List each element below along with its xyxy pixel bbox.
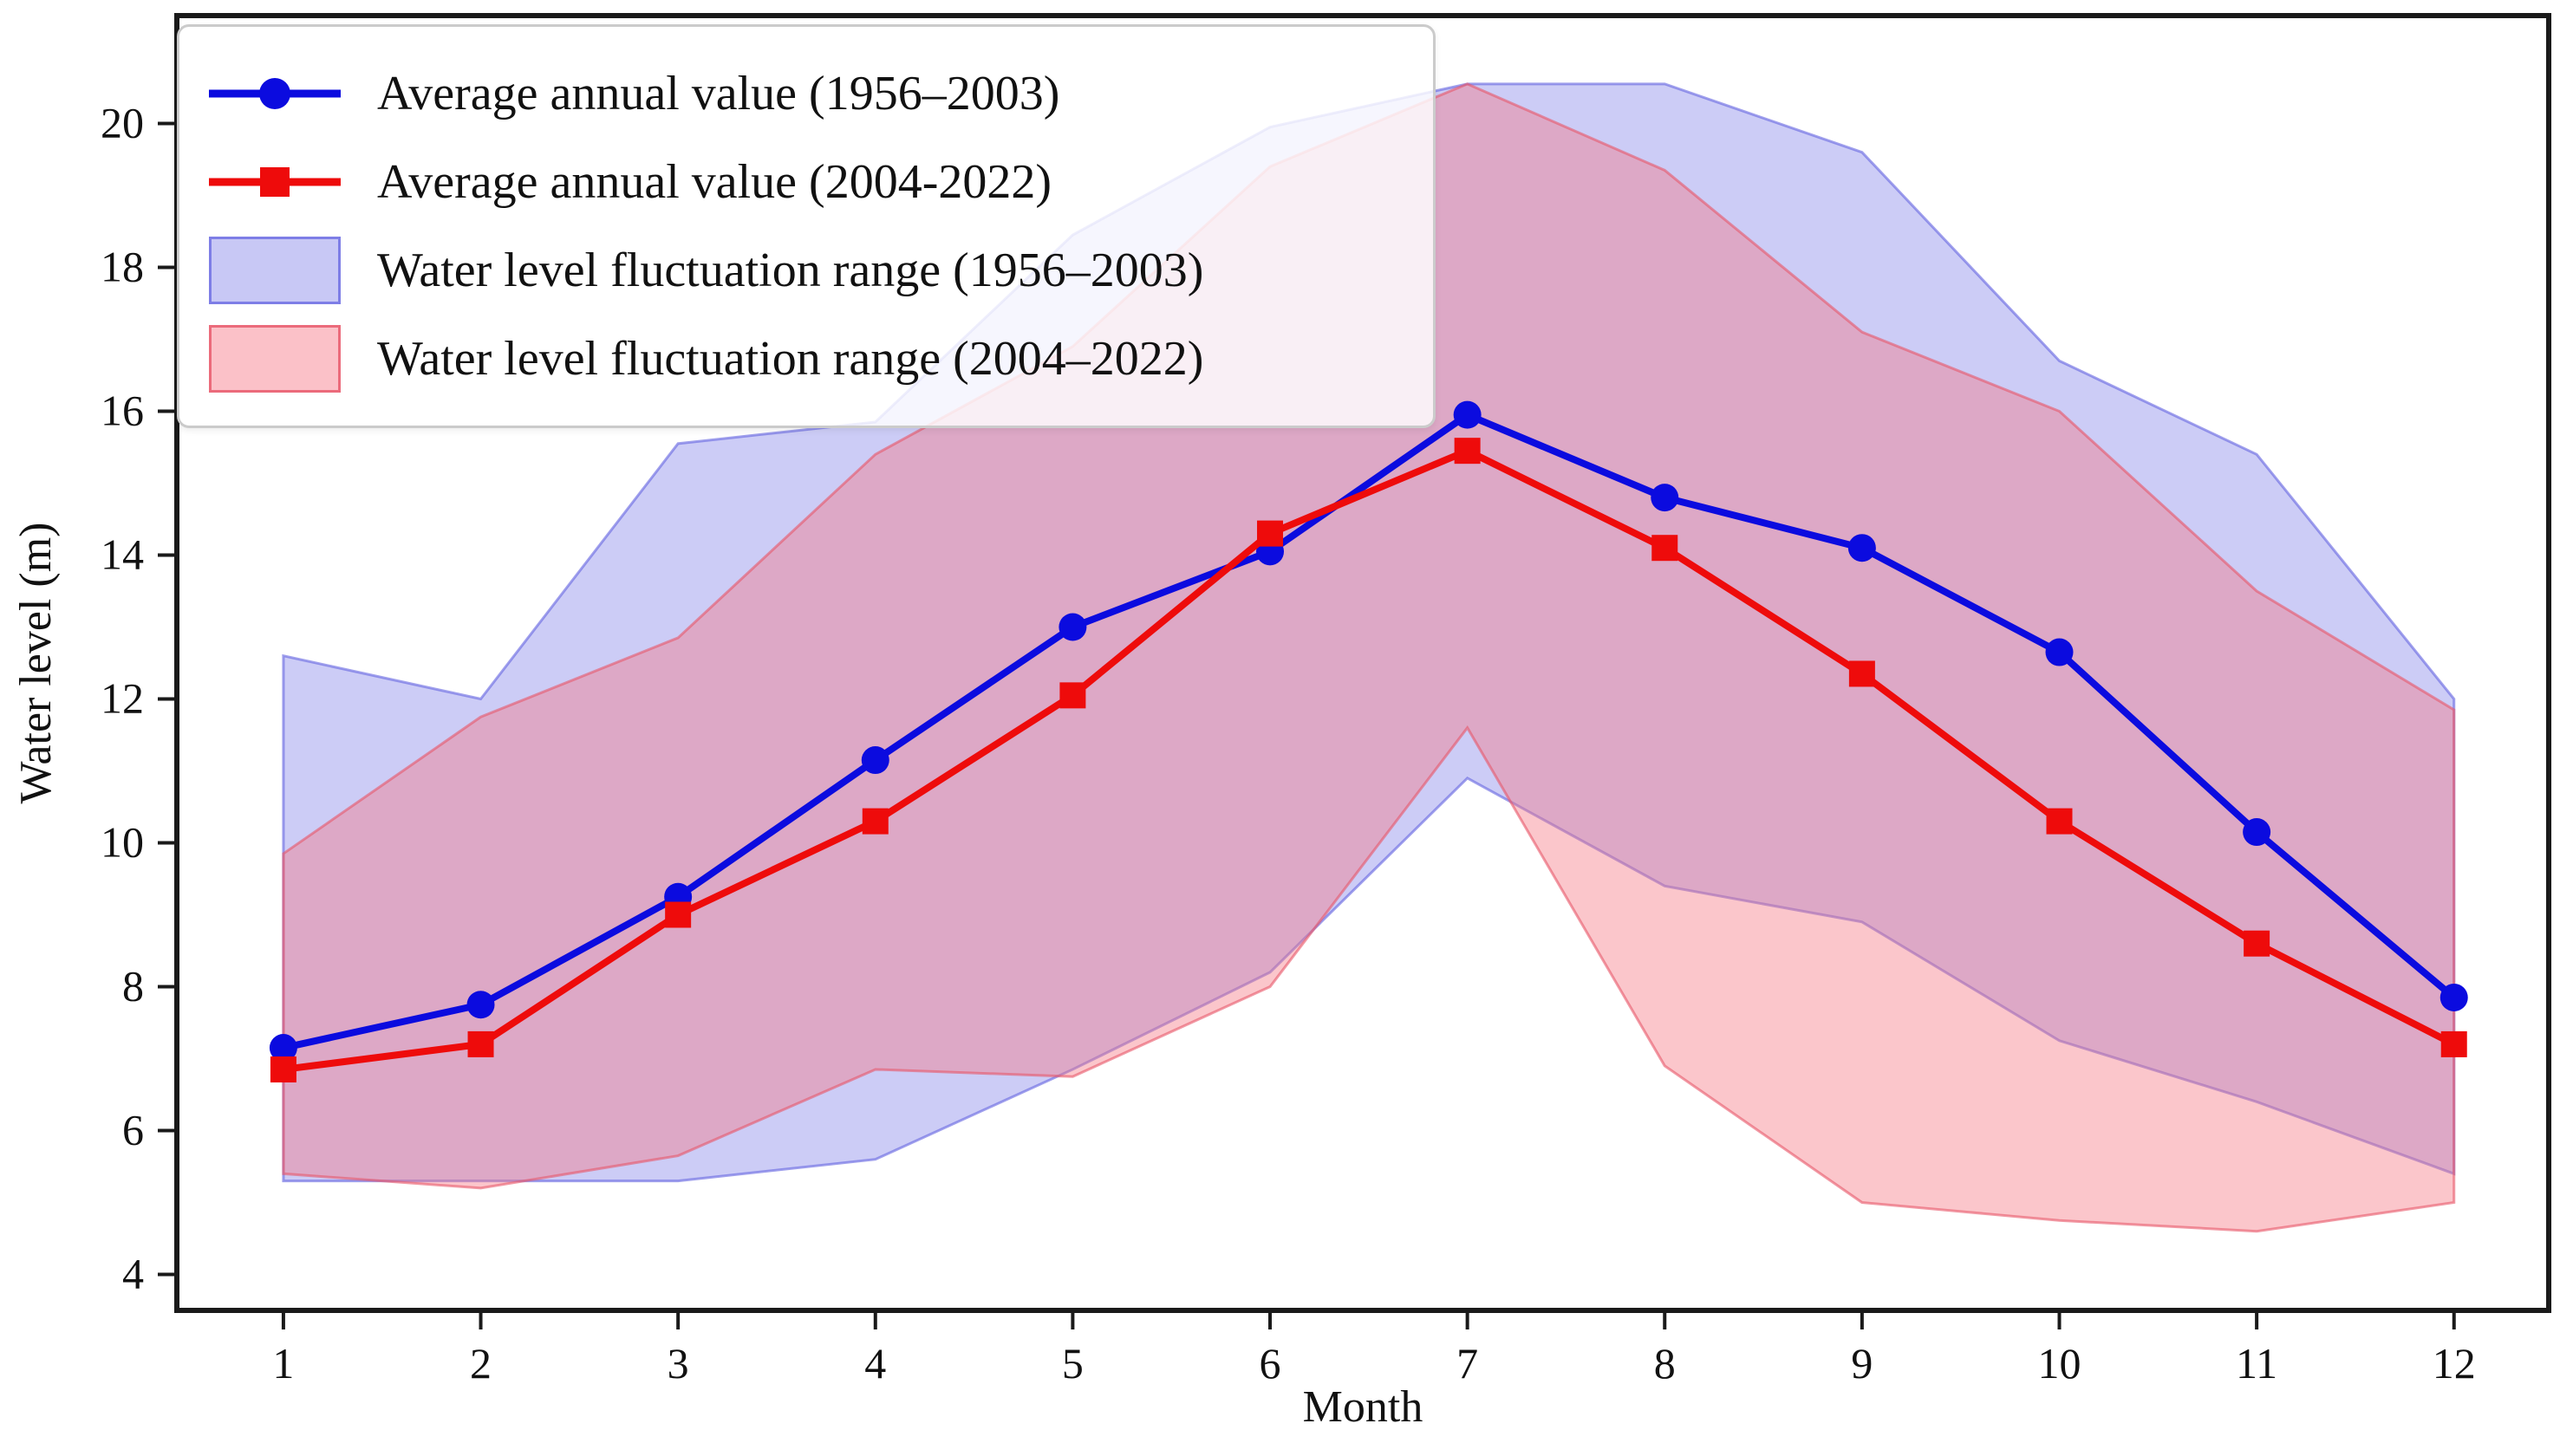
y-tick-label: 16 (101, 387, 144, 435)
x-tick-label: 5 (1062, 1339, 1084, 1388)
y-tick-label: 14 (101, 530, 144, 579)
data-point-square (2440, 1030, 2467, 1057)
data-point-square (1059, 682, 1086, 709)
legend-item-label: Water level fluctuation range (2004–2022… (377, 332, 1204, 386)
legend-item: Average annual value (2004-2022) (205, 140, 1407, 224)
legend-item: Water level fluctuation range (1956–2003… (205, 229, 1407, 312)
red-range-swatch-icon (209, 325, 341, 393)
y-axis-title: Water level (m) (11, 523, 61, 804)
x-axis-title: Month (1303, 1382, 1423, 1432)
x-tick-label: 7 (1456, 1339, 1478, 1388)
legend-item-label: Average annual value (2004-2022) (377, 155, 1052, 209)
x-tick-label: 9 (1851, 1339, 1873, 1388)
legend-item: Water level fluctuation range (2004–2022… (205, 317, 1407, 400)
data-point-square (1848, 660, 1875, 687)
data-point-square (270, 1056, 296, 1082)
x-tick-label: 6 (1260, 1339, 1281, 1388)
y-tick-label: 12 (101, 674, 144, 723)
data-point-square (2046, 808, 2073, 835)
data-point-circle (2439, 983, 2468, 1011)
data-point-square (1651, 535, 1678, 562)
y-tick-label: 18 (101, 243, 144, 291)
data-point-circle (269, 1034, 297, 1063)
x-tick-label: 12 (2433, 1339, 2476, 1388)
data-point-circle (861, 746, 889, 775)
y-tick-label: 4 (122, 1250, 144, 1298)
y-tick-label: 20 (101, 99, 144, 147)
y-tick-label: 6 (122, 1106, 144, 1154)
x-tick-label: 10 (2038, 1339, 2081, 1388)
legend-item-label: Average annual value (1956–2003) (377, 67, 1060, 120)
legend-swatch-icon (205, 325, 344, 393)
red-line-marker-icon (205, 152, 344, 212)
legend-item: Average annual value (1956–2003) (205, 52, 1407, 135)
x-tick-label: 8 (1654, 1339, 1676, 1388)
data-point-circle (1651, 484, 1679, 512)
data-point-circle (1059, 613, 1087, 641)
series-line-2004-2022 (283, 447, 2456, 1073)
x-tick-label: 11 (2236, 1339, 2277, 1388)
plot-border (174, 13, 2551, 1313)
legend-line-icon (209, 78, 341, 109)
x-tick-label: 4 (864, 1339, 886, 1388)
data-point-circle (1847, 534, 1876, 562)
y-tick-label: 10 (101, 818, 144, 867)
data-point-square (862, 808, 889, 835)
series-line-1956-2003 (283, 411, 2457, 1051)
blue-range-swatch-icon (209, 237, 341, 304)
x-tick-label: 2 (470, 1339, 492, 1388)
data-point-circle (2243, 818, 2271, 847)
legend-item-label: Water level fluctuation range (1956–2003… (377, 244, 1204, 297)
legend: Average annual value (1956–2003) Average … (177, 24, 1436, 428)
x-tick-label: 1 (272, 1339, 294, 1388)
data-point-circle (466, 991, 495, 1019)
data-point-circle (2045, 638, 2074, 666)
y-tick-label: 8 (122, 962, 144, 1011)
data-point-square (665, 901, 692, 928)
data-point-square (1454, 438, 1481, 465)
blue-line-marker-icon (205, 63, 344, 124)
data-point-square (2244, 930, 2270, 957)
data-point-square (1257, 520, 1284, 547)
legend-swatch-icon (205, 237, 344, 304)
x-tick-label: 3 (668, 1339, 689, 1388)
legend-line-icon (209, 167, 341, 197)
data-point-square (467, 1030, 494, 1057)
data-point-circle (1453, 400, 1482, 429)
